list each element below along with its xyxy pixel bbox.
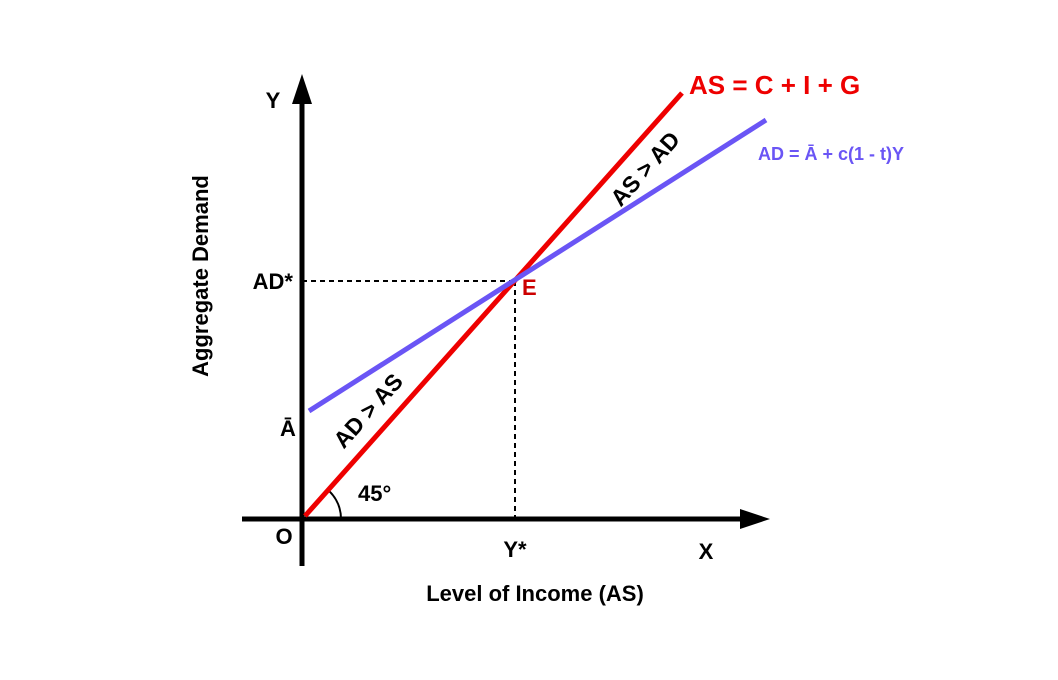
- y-axis-arrowhead: [292, 74, 312, 104]
- origin-label: O: [275, 524, 292, 549]
- as-line-label: AS = C + I + G: [689, 70, 860, 100]
- ad-line: [307, 117, 768, 414]
- ad-star-label: AD*: [253, 269, 294, 294]
- y-axis-title: Aggregate Demand: [188, 175, 213, 377]
- x-axis-letter: X: [699, 539, 714, 564]
- x-axis-arrowhead: [740, 509, 770, 529]
- angle-arc: [328, 490, 343, 520]
- x-axis-title: Level of Income (AS): [426, 581, 644, 606]
- ad-line-label: AD = Ā + c(1 - t)Y: [758, 144, 904, 164]
- y-axis-letter: Y: [266, 88, 281, 113]
- a-bar-label: Ā: [280, 416, 296, 441]
- angle-label: 45°: [358, 481, 391, 506]
- as-line: [303, 91, 684, 518]
- y-star-label: Y*: [503, 537, 527, 562]
- equilibrium-label: E: [522, 275, 537, 300]
